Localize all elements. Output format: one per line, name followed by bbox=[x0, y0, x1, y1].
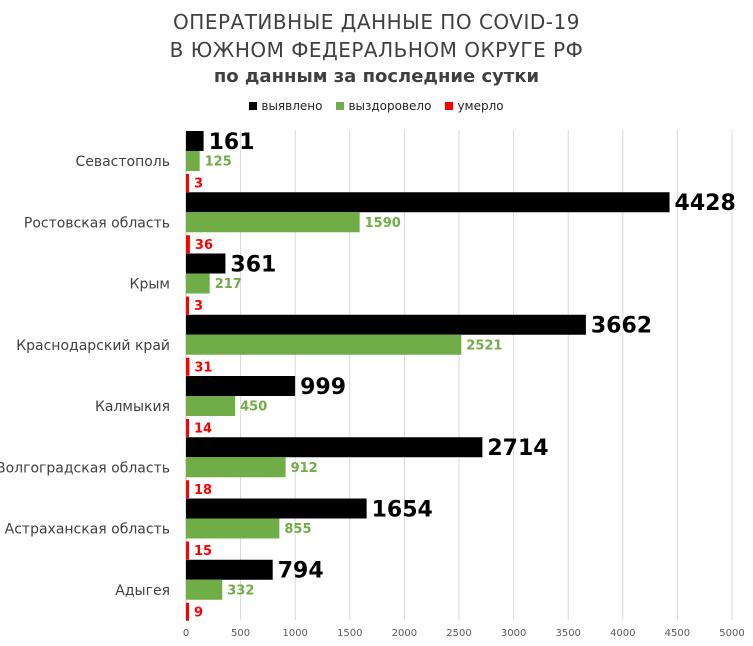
data-label-recovered: 217 bbox=[215, 277, 242, 292]
bar-detected bbox=[186, 314, 586, 335]
x-tick-label: 3000 bbox=[501, 628, 526, 639]
data-label-died: 3 bbox=[194, 177, 203, 192]
legend-label-detected: выявлено bbox=[261, 99, 323, 113]
bar-detected bbox=[186, 253, 226, 274]
data-label-died: 31 bbox=[194, 360, 212, 375]
data-label-recovered: 450 bbox=[240, 400, 267, 415]
data-label-detected: 4428 bbox=[675, 191, 736, 216]
x-tick-label: 4500 bbox=[665, 628, 690, 639]
x-tick-label: 3500 bbox=[555, 628, 580, 639]
bar-died bbox=[186, 296, 189, 315]
legend-item-recovered: выздоровело bbox=[336, 99, 431, 113]
data-label-recovered: 332 bbox=[227, 583, 254, 598]
category-label: Севастополь bbox=[75, 154, 170, 170]
category-label: Ростовская область bbox=[24, 215, 170, 231]
data-label-detected: 1654 bbox=[372, 497, 433, 522]
legend-item-died: умерло bbox=[445, 99, 504, 113]
data-label-detected: 361 bbox=[230, 252, 276, 277]
chart-title-line-2: В ЮЖНОМ ФЕДЕРАЛЬНОМ ОКРУГЕ РФ bbox=[169, 38, 584, 62]
x-tick-label: 1500 bbox=[337, 628, 362, 639]
chart-title: ОПЕРАТИВНЫЕ ДАННЫЕ ПО COVID-19 В ЮЖНОМ Ф… bbox=[0, 8, 753, 90]
x-tick-label: 5000 bbox=[719, 628, 744, 639]
data-label-died: 3 bbox=[194, 299, 203, 314]
bar-died bbox=[186, 541, 189, 560]
data-label-detected: 3662 bbox=[591, 314, 652, 339]
bar-detected bbox=[186, 192, 670, 213]
category-label: Адыгея bbox=[115, 583, 170, 599]
legend-label-recovered: выздоровело bbox=[348, 99, 432, 113]
x-tick-label: 500 bbox=[231, 628, 250, 639]
category-label: Крым bbox=[130, 277, 170, 293]
bar-detected bbox=[186, 498, 367, 519]
bar-died bbox=[186, 419, 189, 437]
category-label: Краснодарский край bbox=[16, 338, 170, 354]
bar-detected bbox=[186, 131, 204, 151]
data-label-died: 9 bbox=[194, 605, 203, 620]
category-label: Волгоградская область bbox=[0, 460, 170, 476]
data-label-died: 15 bbox=[194, 544, 212, 559]
bar-died bbox=[186, 480, 189, 499]
bar-recovered bbox=[186, 396, 236, 416]
bar-recovered bbox=[186, 518, 280, 539]
bar-recovered bbox=[186, 334, 462, 355]
data-label-recovered: 912 bbox=[291, 461, 318, 476]
legend-swatch-recovered bbox=[336, 102, 345, 110]
category-label: Астраханская область bbox=[5, 522, 170, 538]
bar-recovered bbox=[186, 579, 223, 600]
bar-recovered bbox=[186, 212, 360, 233]
bar-died bbox=[186, 357, 190, 376]
category-label: Калмыкия bbox=[95, 399, 170, 415]
bar-died bbox=[186, 174, 189, 192]
bar-died bbox=[186, 235, 190, 254]
bar-detected bbox=[186, 559, 273, 580]
legend-swatch-died bbox=[445, 102, 454, 110]
legend-label-died: умерло bbox=[457, 99, 504, 113]
x-tick-label: 2000 bbox=[392, 628, 417, 639]
bar-recovered bbox=[186, 273, 210, 294]
bar-died bbox=[186, 602, 189, 621]
x-tick-label: 2500 bbox=[446, 628, 471, 639]
data-label-died: 18 bbox=[194, 483, 212, 498]
legend-swatch-detected bbox=[249, 102, 258, 110]
data-label-recovered: 1590 bbox=[365, 216, 401, 231]
bar-detected bbox=[186, 437, 483, 458]
data-label-recovered: 125 bbox=[205, 155, 232, 170]
chart-subtitle: по данным за последние сутки bbox=[213, 66, 540, 87]
data-label-detected: 2714 bbox=[487, 436, 548, 461]
data-label-died: 14 bbox=[194, 422, 212, 437]
x-tick-label: 0 bbox=[183, 628, 189, 639]
data-label-recovered: 2521 bbox=[466, 338, 502, 353]
chart-legend: выявлено выздоровело умерло bbox=[0, 99, 753, 113]
data-label-detected: 794 bbox=[278, 559, 324, 584]
data-label-recovered: 855 bbox=[284, 522, 311, 537]
bar-recovered bbox=[186, 457, 286, 478]
legend-item-detected: выявлено bbox=[249, 99, 322, 113]
bar-detected bbox=[186, 376, 296, 396]
chart-title-line-1: ОПЕРАТИВНЫЕ ДАННЫЕ ПО COVID-19 bbox=[173, 10, 580, 34]
data-label-died: 36 bbox=[195, 238, 213, 253]
bar-recovered bbox=[186, 151, 200, 171]
x-tick-label: 4000 bbox=[610, 628, 635, 639]
x-tick-label: 1000 bbox=[282, 628, 307, 639]
data-label-detected: 999 bbox=[300, 375, 346, 400]
data-label-detected: 161 bbox=[209, 130, 255, 155]
